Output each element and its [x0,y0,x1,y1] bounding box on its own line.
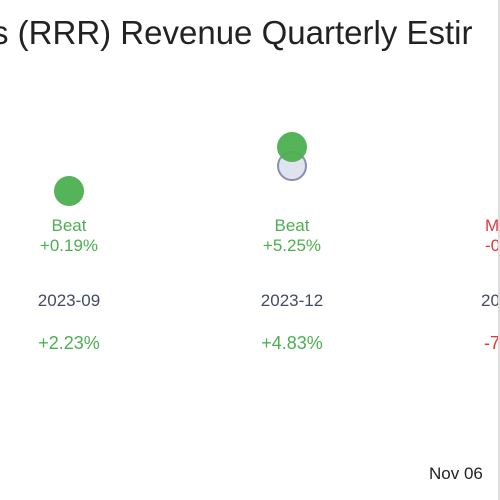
surprise-label: -0 [485,236,500,255]
quarter-column-2: Beat +5.25% 2023-12 +4.83% [261,132,323,353]
actual-revenue-dot-2023-12 [277,132,307,162]
result-label: Beat [275,216,310,235]
growth-label: -7 [484,333,500,353]
quarter-column-3: M -0 20 -7 [481,216,500,353]
period-label: 20 [481,291,500,310]
report-date-label: Nov 06 [429,464,483,483]
chart-title: s (RRR) Revenue Quarterly Estir [0,14,472,51]
result-label: M [485,216,499,235]
result-label: Beat [52,216,87,235]
period-label: 2023-09 [38,291,100,310]
quarter-column-1: Beat +0.19% 2023-09 +2.23% [38,176,100,353]
period-label: 2023-12 [261,291,323,310]
right-border [498,0,500,500]
surprise-label: +0.19% [40,236,98,255]
growth-label: +4.83% [261,333,323,353]
growth-label: +2.23% [38,333,100,353]
surprise-label: +5.25% [263,236,321,255]
actual-revenue-dot-2023-09 [54,176,84,206]
